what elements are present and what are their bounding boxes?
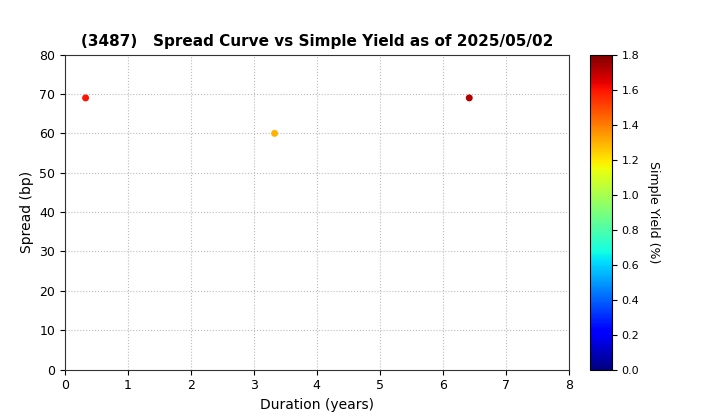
Title: (3487)   Spread Curve vs Simple Yield as of 2025/05/02: (3487) Spread Curve vs Simple Yield as o… [81,34,553,49]
X-axis label: Duration (years): Duration (years) [260,398,374,412]
Y-axis label: Simple Yield (%): Simple Yield (%) [647,161,660,263]
Y-axis label: Spread (bp): Spread (bp) [19,171,34,253]
Point [464,94,475,101]
Point [269,130,280,137]
Point [80,94,91,101]
